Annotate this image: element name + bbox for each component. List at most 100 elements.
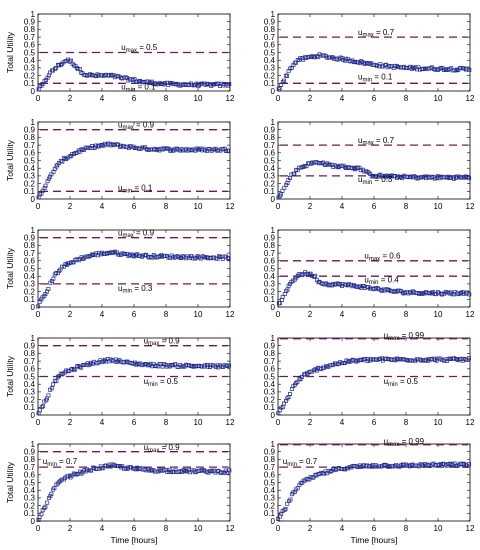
data-point bbox=[467, 356, 471, 361]
y-axis-label: Total Utility bbox=[5, 461, 15, 503]
data-point bbox=[158, 468, 163, 473]
data-point bbox=[209, 469, 214, 474]
data-point bbox=[115, 250, 120, 255]
data-point bbox=[226, 256, 231, 261]
x-tick-label: 12 bbox=[466, 310, 475, 319]
y-tick-label: 0.1 bbox=[24, 403, 36, 412]
data-point bbox=[400, 290, 405, 295]
data-point bbox=[84, 467, 89, 472]
data-point bbox=[418, 357, 423, 362]
x-tick-label: 8 bbox=[164, 202, 169, 211]
data-point bbox=[292, 490, 297, 494]
data-point bbox=[394, 356, 399, 361]
data-point bbox=[330, 55, 334, 60]
y-tick-label: 1 bbox=[271, 440, 276, 449]
x-tick-label: 4 bbox=[100, 418, 105, 427]
data-point bbox=[90, 252, 94, 257]
data-point bbox=[224, 363, 229, 368]
umax-label: umax = 0.99 bbox=[384, 437, 425, 448]
x-tick-label: 0 bbox=[276, 202, 281, 211]
umin-label: umin = 0.1 bbox=[121, 82, 156, 93]
y-tick-label: 0.1 bbox=[264, 509, 276, 518]
data-point bbox=[52, 486, 57, 491]
y-tick-label: 0.7 bbox=[264, 249, 276, 258]
data-point bbox=[450, 462, 455, 467]
y-tick-label: 0.3 bbox=[24, 494, 36, 503]
data-point bbox=[85, 254, 90, 259]
data-point bbox=[343, 165, 347, 170]
x-tick-label: 12 bbox=[226, 202, 235, 211]
x-tick-label: 0 bbox=[36, 418, 41, 427]
x-tick-label: 2 bbox=[68, 418, 73, 427]
data-point bbox=[461, 461, 466, 466]
data-point bbox=[462, 175, 467, 180]
y-tick-label: 0.6 bbox=[24, 149, 36, 158]
umax-label: umax = 0.9 bbox=[144, 336, 181, 347]
y-tick-label: 0.3 bbox=[24, 388, 36, 397]
data-point bbox=[366, 61, 371, 66]
data-point bbox=[454, 174, 459, 179]
y-tick-label: 0.7 bbox=[264, 141, 276, 150]
y-tick-label: 0.5 bbox=[264, 478, 276, 487]
x-tick-label: 4 bbox=[340, 94, 345, 103]
data-point bbox=[225, 255, 230, 260]
umax-label: umax = 0.5 bbox=[121, 43, 158, 54]
x-tick-label: 8 bbox=[164, 524, 169, 533]
umax-label: umax = 0.9 bbox=[144, 443, 181, 454]
y-tick-label: 1 bbox=[31, 440, 36, 449]
data-point bbox=[322, 162, 327, 167]
x-tick-label: 8 bbox=[404, 418, 409, 427]
y-tick-label: 0.3 bbox=[264, 494, 276, 503]
y-tick-label: 0.5 bbox=[264, 372, 276, 381]
y-tick-label: 0.6 bbox=[24, 41, 36, 50]
data-point bbox=[421, 291, 426, 296]
data-point bbox=[360, 60, 365, 64]
y-tick-label: 0 bbox=[31, 517, 36, 526]
data-point bbox=[287, 392, 292, 396]
x-tick-label: 12 bbox=[226, 94, 235, 103]
y-tick-label: 0.6 bbox=[264, 149, 276, 158]
x-tick-label: 4 bbox=[340, 524, 345, 533]
subplot-6: 00.10.20.30.40.50.60.70.80.910 2 4 6 8 10 12um… bbox=[264, 226, 475, 319]
y-tick-label: 0.9 bbox=[264, 18, 276, 27]
data-point bbox=[96, 73, 101, 78]
data-point bbox=[325, 282, 330, 287]
data-point bbox=[46, 393, 51, 398]
x-tick-label: 4 bbox=[340, 202, 345, 211]
data-point bbox=[72, 367, 76, 372]
data-point bbox=[354, 284, 359, 289]
data-point bbox=[335, 362, 340, 367]
y-tick-label: 0.2 bbox=[24, 501, 36, 510]
y-tick-label: 0.3 bbox=[24, 172, 36, 181]
data-point bbox=[276, 516, 280, 521]
data-point bbox=[156, 364, 161, 369]
data-point bbox=[116, 359, 121, 364]
data-point bbox=[48, 494, 53, 499]
data-point bbox=[225, 470, 230, 475]
y-tick-label: 0 bbox=[31, 87, 36, 96]
subplot-4: 00.10.20.30.40.50.60.70.80.910 2 4 6 8 10 12um… bbox=[264, 118, 475, 211]
data-point bbox=[55, 374, 60, 379]
y-tick-label: 0.8 bbox=[24, 25, 36, 34]
y-tick-label: 0.1 bbox=[264, 187, 276, 196]
data-point bbox=[283, 73, 288, 78]
data-point bbox=[277, 86, 282, 91]
y-tick-label: 0.8 bbox=[264, 25, 276, 34]
y-tick-label: 0.3 bbox=[24, 280, 36, 289]
data-point bbox=[113, 249, 117, 254]
y-tick-label: 0.7 bbox=[24, 33, 36, 42]
data-point bbox=[54, 65, 58, 70]
data-point bbox=[369, 174, 374, 179]
y-tick-label: 0.9 bbox=[264, 342, 276, 351]
y-axis-label: Total Utility bbox=[5, 139, 15, 181]
data-point bbox=[282, 78, 286, 83]
data-point bbox=[59, 264, 64, 269]
y-tick-label: 0.8 bbox=[264, 455, 276, 464]
subplot-5: 00.10.20.30.40.50.60.70.80.910 2 4 6 8 10 12To… bbox=[5, 226, 235, 319]
umin-label: umin = 0.5 bbox=[144, 377, 179, 388]
data-point bbox=[120, 251, 125, 256]
y-tick-label: 0.2 bbox=[24, 395, 36, 404]
y-tick-label: 1 bbox=[271, 118, 276, 127]
data-point bbox=[378, 288, 383, 292]
